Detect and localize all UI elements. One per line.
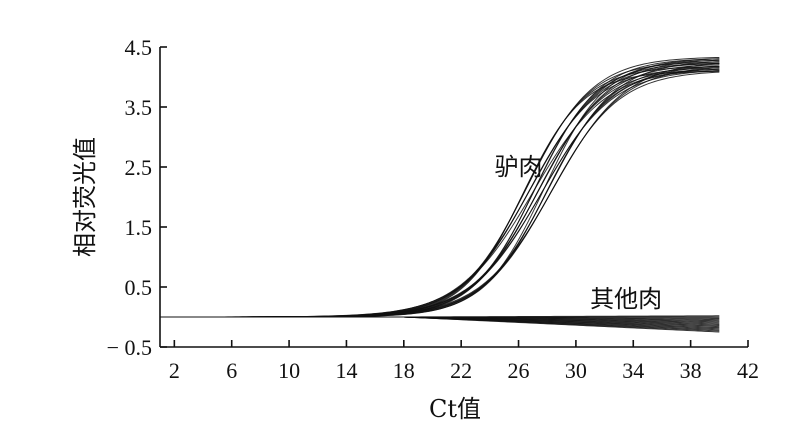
y-ticks: − 0.5 0.5 1.5 2.5 3.5 4.5 <box>107 35 167 360</box>
donkey-meat-curve <box>160 68 720 318</box>
donkey-meat-curve <box>160 67 720 318</box>
axes <box>159 47 748 348</box>
x-tick-label: 2 <box>169 358 180 383</box>
donkey-meat-curve <box>160 65 720 318</box>
donkey-meat-curve <box>160 62 720 318</box>
y-axis-title: 相对荧光值 <box>71 137 99 257</box>
donkey-meat-curve <box>160 66 720 318</box>
x-axis-title: Ct值 <box>429 395 481 423</box>
donkey-meat-curve <box>160 64 720 318</box>
donkey-meat-curve <box>160 59 720 318</box>
donkey-meat-curve <box>160 70 720 318</box>
donkey-meat-curve <box>160 65 720 318</box>
y-tick-label: − 0.5 <box>107 335 152 360</box>
donkey-meat-curve <box>160 56 720 318</box>
x-tick-label: 14 <box>335 358 357 383</box>
donkey-meat-curve <box>160 59 720 318</box>
curve-group <box>159 56 720 333</box>
donkey-meat-curve <box>160 68 720 318</box>
donkey-meat-curve <box>160 58 720 318</box>
donkey-meat-curve <box>159 67 720 318</box>
x-tick-label: 10 <box>278 358 300 383</box>
y-tick-label: 0.5 <box>125 275 153 300</box>
x-tick-label: 6 <box>226 358 237 383</box>
y-tick-label: 4.5 <box>125 35 153 60</box>
x-tick-label: 34 <box>622 358 644 383</box>
x-tick-label: 26 <box>508 358 530 383</box>
x-tick-label: 42 <box>737 358 759 383</box>
x-tick-label: 18 <box>393 358 415 383</box>
annotation-other-meat: 其他肉 <box>590 285 662 313</box>
x-tick-label: 38 <box>680 358 702 383</box>
donkey-meat-curve <box>160 62 720 318</box>
donkey-meat-curve <box>160 61 720 318</box>
donkey-meat-curve <box>160 58 720 318</box>
donkey-meat-curve <box>160 61 720 318</box>
donkey-meat-curve <box>160 70 720 318</box>
x-tick-label: 22 <box>450 358 472 383</box>
x-tick-label: 30 <box>565 358 587 383</box>
donkey-meat-curve <box>160 62 720 318</box>
x-ticks: 2 6 10 14 18 22 26 30 34 38 42 <box>169 340 759 383</box>
donkey-meat-curve <box>160 71 720 318</box>
annotation-donkey-meat: 驴肉 <box>495 153 543 181</box>
y-tick-label: 1.5 <box>125 215 153 240</box>
y-tick-label: 3.5 <box>125 95 153 120</box>
donkey-meat-curve <box>160 70 720 318</box>
y-tick-label: 2.5 <box>125 155 153 180</box>
other-meat-curve <box>160 315 720 318</box>
